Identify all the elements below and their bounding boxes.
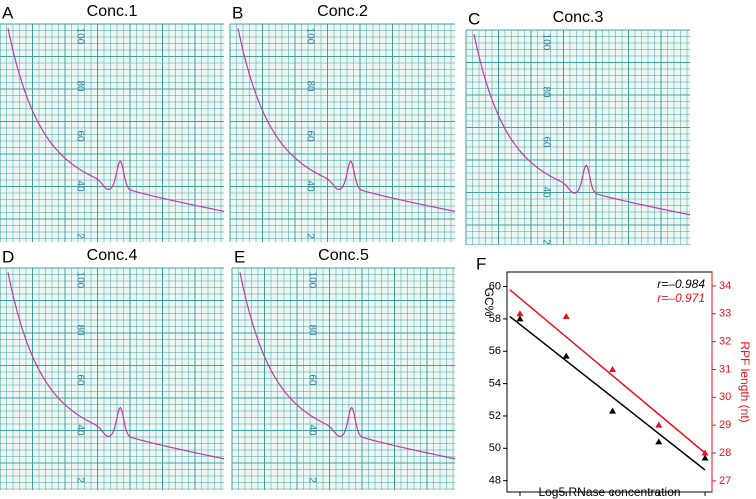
y2-axis-label: RPF length (nt) bbox=[738, 341, 752, 422]
paper-scale: 40 bbox=[540, 186, 551, 198]
paper bbox=[0, 24, 224, 242]
y2-tick-label: 29 bbox=[719, 419, 731, 431]
paper-scale: 60 bbox=[304, 130, 315, 142]
panel-title: Conc.5 bbox=[318, 247, 369, 264]
y2-tick-label: 27 bbox=[719, 475, 731, 487]
trace bbox=[7, 272, 225, 460]
x-tick-label: 3 bbox=[609, 498, 615, 499]
panel-title: Conc.1 bbox=[87, 3, 138, 20]
paper-scale: 60 bbox=[74, 130, 85, 142]
data-point bbox=[701, 449, 709, 456]
paper-scale: 100 bbox=[74, 28, 85, 45]
paper-scale: 100 bbox=[540, 34, 551, 51]
x-tick-label: 2 bbox=[563, 498, 569, 499]
annotation: r=–0.984 bbox=[657, 277, 705, 291]
paper-scale: 80 bbox=[74, 324, 85, 336]
y2-tick-label: 33 bbox=[719, 308, 731, 320]
panel-letter: C bbox=[468, 9, 480, 28]
x-axis-label: Log5 RNase concentration bbox=[538, 485, 680, 499]
x-tick-label: 4 bbox=[656, 498, 662, 499]
paper-scale: 40 bbox=[74, 424, 85, 436]
trace bbox=[237, 28, 456, 212]
panel-letter: E bbox=[234, 247, 245, 266]
paper-panel: 100 80 60 40 2 bbox=[0, 267, 225, 490]
paper-scale: 80 bbox=[74, 80, 85, 92]
panel-title: Conc.4 bbox=[87, 247, 138, 264]
paper bbox=[230, 24, 455, 242]
paper-scale: 2 bbox=[74, 233, 85, 239]
panel-title: Conc.3 bbox=[553, 9, 604, 26]
paper-scale: 100 bbox=[304, 28, 315, 45]
panel-letter: B bbox=[232, 3, 243, 22]
panel-title: Conc.2 bbox=[317, 3, 368, 20]
y2-tick-label: 31 bbox=[719, 363, 731, 375]
paper-panel: 100 80 60 40 2 bbox=[465, 29, 691, 245]
data-point bbox=[516, 310, 524, 317]
paper bbox=[232, 268, 455, 490]
paper-scale: 40 bbox=[304, 180, 315, 192]
paper-scale: 2 bbox=[540, 239, 551, 245]
x-tick-label: 5 bbox=[702, 498, 708, 499]
paper-panel: 100 80 60 40 2 bbox=[231, 267, 456, 490]
y2-tick-label: 32 bbox=[719, 336, 731, 348]
panel-letter: A bbox=[2, 3, 14, 22]
data-point bbox=[655, 421, 663, 428]
data-point bbox=[701, 454, 709, 461]
data-point bbox=[516, 315, 524, 322]
x-tick-label: 1 bbox=[517, 498, 523, 499]
paper-scale: 60 bbox=[540, 136, 551, 148]
data-point bbox=[609, 407, 617, 414]
paper-scale: 2 bbox=[304, 233, 315, 239]
paper-scale: 60 bbox=[74, 374, 85, 386]
trace bbox=[7, 28, 225, 212]
paper-scale: 80 bbox=[540, 86, 551, 98]
paper-scale: 100 bbox=[306, 272, 317, 289]
panel-letter: F bbox=[476, 254, 486, 273]
paper-panel: 100 80 60 40 2 bbox=[0, 23, 225, 242]
paper bbox=[466, 30, 690, 245]
data-point bbox=[562, 313, 570, 320]
data-point bbox=[609, 365, 617, 372]
data-point bbox=[655, 438, 663, 445]
panel-letter: D bbox=[2, 247, 14, 266]
fit-line bbox=[509, 289, 706, 454]
paper bbox=[0, 268, 224, 490]
paper-scale: 80 bbox=[306, 324, 317, 336]
paper-scale: 2 bbox=[306, 477, 317, 483]
y2-tick-label: 30 bbox=[719, 391, 731, 403]
paper-scale: 80 bbox=[304, 80, 315, 92]
y-axis-label: GC% bbox=[482, 288, 496, 317]
y2-tick-label: 28 bbox=[719, 447, 731, 459]
paper-scale: 100 bbox=[74, 272, 85, 289]
paper-scale: 60 bbox=[306, 374, 317, 386]
paper-panel: 100 80 60 40 2 bbox=[229, 23, 456, 242]
y-tick-label: 50 bbox=[489, 442, 501, 454]
paper-scale: 2 bbox=[74, 477, 85, 483]
data-point bbox=[562, 352, 570, 359]
paper-scale: 40 bbox=[306, 424, 317, 436]
y-tick-label: 56 bbox=[489, 345, 501, 357]
trace bbox=[239, 272, 456, 460]
y-tick-label: 60 bbox=[489, 280, 501, 292]
annotation: r=–0.971 bbox=[657, 291, 705, 305]
trace bbox=[473, 34, 691, 216]
y-tick-label: 54 bbox=[489, 378, 501, 390]
y-tick-label: 52 bbox=[489, 410, 501, 422]
y-tick-label: 58 bbox=[489, 313, 501, 325]
y2-tick-label: 34 bbox=[719, 280, 731, 292]
y-tick-label: 48 bbox=[489, 475, 501, 487]
fit-line bbox=[509, 315, 706, 471]
paper-scale: 40 bbox=[74, 180, 85, 192]
